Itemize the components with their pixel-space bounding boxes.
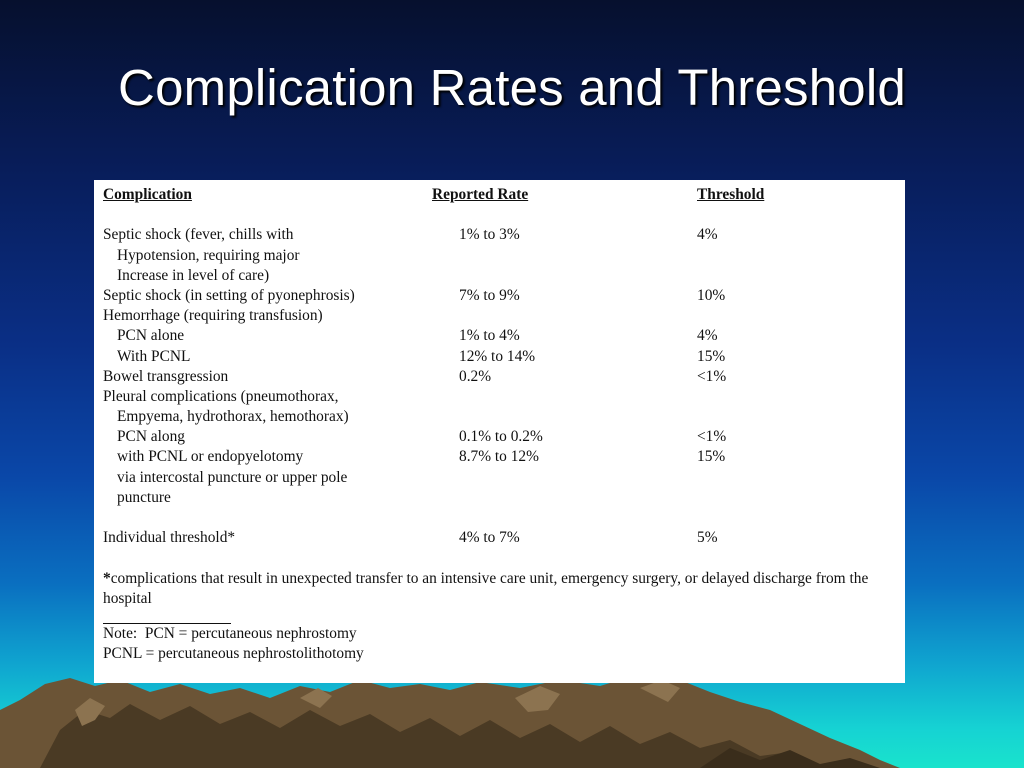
complication-table: Complication Reported Rate Threshold Sep… xyxy=(94,180,905,683)
row-rate: 0.1% to 0.2% xyxy=(459,428,543,446)
row-label: Septic shock (fever, chills with xyxy=(103,226,294,244)
table-row: PCN alone 1% to 4% 4% xyxy=(103,326,905,346)
row-rate: 12% to 14% xyxy=(459,347,536,365)
note-line: PCNL = percutaneous nephrostolithotomy xyxy=(103,644,905,664)
row-threshold: 15% xyxy=(697,347,726,365)
row-label: puncture xyxy=(117,488,171,506)
footnote-divider xyxy=(103,609,231,624)
row-rate: 1% to 4% xyxy=(459,327,520,345)
row-rate: 7% to 9% xyxy=(459,286,520,304)
row-threshold: 4% xyxy=(697,327,718,345)
header-complication: Complication xyxy=(103,186,192,203)
table-header-row: Complication Reported Rate Threshold xyxy=(103,185,905,205)
table-row: Bowel transgression 0.2% <1% xyxy=(103,367,905,387)
table-row: Hemorrhage (requiring transfusion) xyxy=(103,306,905,326)
spacer-row xyxy=(103,205,905,225)
row-label: PCN alone xyxy=(117,327,185,345)
row-label: via intercostal puncture or upper pole xyxy=(117,468,348,486)
row-label: Septic shock (in setting of pyonephrosis… xyxy=(103,286,355,304)
slide-title: Complication Rates and Threshold xyxy=(118,59,906,116)
individual-threshold: 5% xyxy=(697,529,718,547)
row-label: Hemorrhage (requiring transfusion) xyxy=(103,307,323,325)
row-threshold: <1% xyxy=(697,367,727,385)
row-label: with PCNL or endopyelotomy xyxy=(117,448,304,466)
table-row: Pleural complications (pneumothorax, xyxy=(103,387,905,407)
header-reported-rate: Reported Rate xyxy=(432,186,529,203)
spacer-row xyxy=(103,548,905,568)
table-row: via intercostal puncture or upper pole xyxy=(103,468,905,488)
note-pcn: Note: PCN = percutaneous nephrostomy xyxy=(103,624,357,642)
individual-threshold-row: Individual threshold* 4% to 7% 5% xyxy=(103,528,905,548)
row-label: Hypotension, requiring major xyxy=(117,246,300,264)
footnote: *complications that result in unexpected… xyxy=(103,569,893,609)
row-label: Increase in level of care) xyxy=(117,266,270,284)
row-rate: 1% to 3% xyxy=(459,226,520,244)
individual-label: Individual threshold* xyxy=(103,529,236,547)
row-label: With PCNL xyxy=(117,347,191,365)
spacer-row xyxy=(103,508,905,528)
table-row: Increase in level of care) xyxy=(103,266,905,286)
row-label: Pleural complications (pneumothorax, xyxy=(103,387,339,405)
row-threshold: 4% xyxy=(697,226,718,244)
table-row: Hypotension, requiring major xyxy=(103,246,905,266)
table-row: PCN along 0.1% to 0.2% <1% xyxy=(103,427,905,447)
row-label: PCN along xyxy=(117,428,185,446)
table-row: With PCNL 12% to 14% 15% xyxy=(103,347,905,367)
individual-rate: 4% to 7% xyxy=(459,529,520,547)
row-threshold: <1% xyxy=(697,428,727,446)
table-row: Septic shock (fever, chills with 1% to 3… xyxy=(103,225,905,245)
header-threshold: Threshold xyxy=(697,186,765,203)
note-pcnl: PCNL = percutaneous nephrostolithotomy xyxy=(103,645,364,663)
table-row: Empyema, hydrothorax, hemothorax) xyxy=(103,407,905,427)
row-threshold: 10% xyxy=(697,286,726,304)
note-line: Note: PCN = percutaneous nephrostomy xyxy=(103,624,905,644)
row-rate: 0.2% xyxy=(459,367,492,385)
table-row: puncture xyxy=(103,488,905,508)
mountain-range-decoration xyxy=(0,674,900,768)
footnote-mark: * xyxy=(103,569,111,587)
row-threshold: 15% xyxy=(697,448,726,466)
row-label: Empyema, hydrothorax, hemothorax) xyxy=(117,408,349,426)
table-row: Septic shock (in setting of pyonephrosis… xyxy=(103,286,905,306)
row-rate: 8.7% to 12% xyxy=(459,448,539,466)
row-label: Bowel transgression xyxy=(103,367,229,385)
table-row: with PCNL or endopyelotomy 8.7% to 12% 1… xyxy=(103,447,905,467)
footnote-text: complications that result in unexpected … xyxy=(103,569,869,607)
